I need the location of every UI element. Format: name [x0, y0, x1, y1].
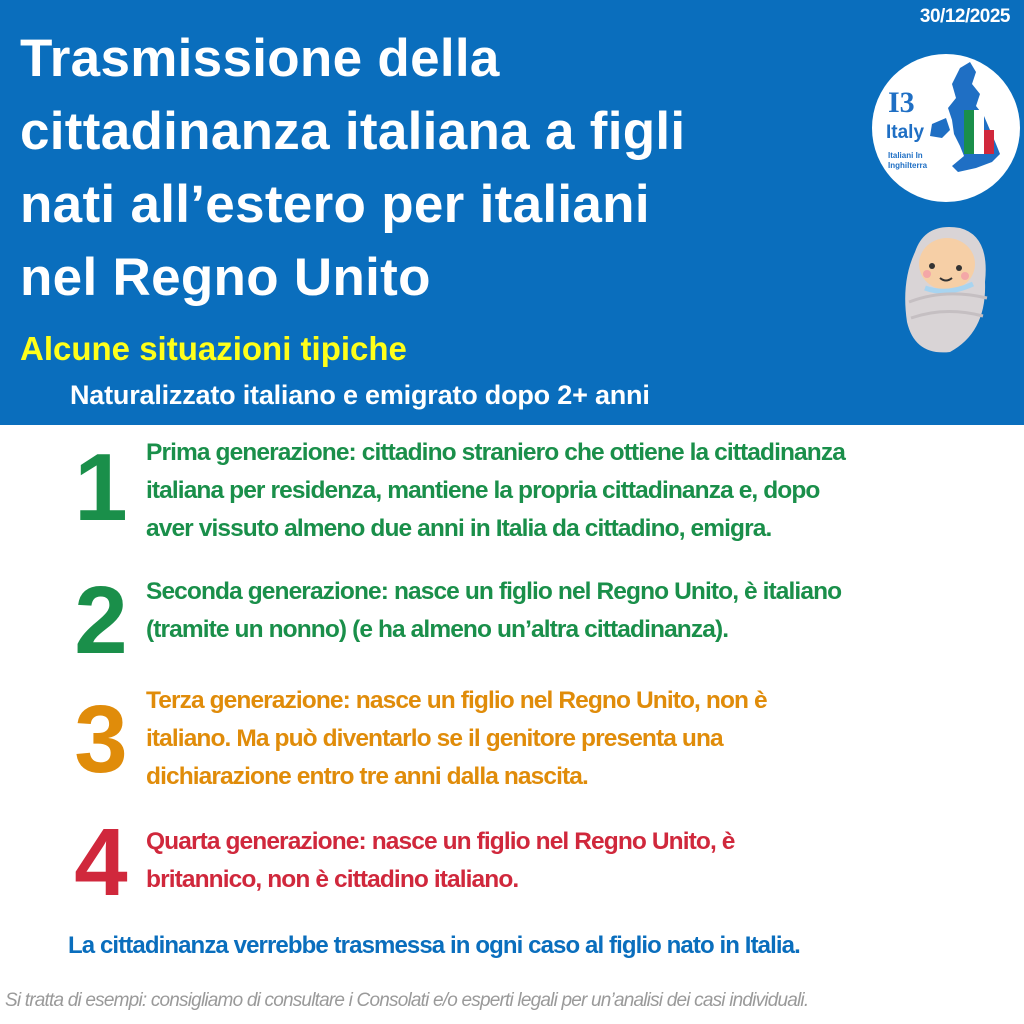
- text-line: italiana per residenza, mantiene la prop…: [146, 477, 820, 504]
- text-line: (tramite un nonno) (e ha almeno un’altra…: [146, 616, 729, 643]
- item-text: Seconda generazione: nasce un figlio nel…: [146, 573, 842, 649]
- title-line: cittadinanza italiana a figli: [20, 102, 686, 161]
- title-line: Trasmissione della: [20, 29, 500, 88]
- page-title: Trasmissione della cittadinanza italiana…: [20, 22, 685, 314]
- title-line: nati all’estero per italiani: [20, 175, 650, 234]
- text-line: Terza generazione: nasce un figlio nel R…: [146, 687, 768, 714]
- item-number: 1: [74, 434, 128, 541]
- svg-text:Italiani In: Italiani In: [888, 151, 923, 160]
- text-line: aver vissuto almeno due anni in Italia d…: [146, 515, 772, 542]
- item-text: Prima generazione: cittadino straniero c…: [146, 434, 846, 548]
- text-line: Quarta generazione: nasce un figlio nel …: [146, 828, 735, 855]
- text-line: dichiarazione entro tre anni dalla nasci…: [146, 763, 589, 790]
- date: 30/12/2025: [919, 6, 1011, 27]
- text-line: Seconda generazione: nasce un figlio nel…: [146, 578, 842, 605]
- title-line: nel Regno Unito: [20, 248, 431, 307]
- svg-text:Italy: Italy: [886, 122, 924, 143]
- item-number: 2: [74, 567, 128, 674]
- summary-note: La cittadinanza verrebbe trasmessa in og…: [68, 932, 801, 959]
- item-text: Quarta generazione: nasce un figlio nel …: [146, 823, 735, 899]
- scenario-label: Naturalizzato italiano e emigrato dopo 2…: [70, 380, 650, 410]
- swaddled-baby-icon: [905, 227, 988, 353]
- disclaimer: Si tratta di esempi: consigliamo di cons…: [5, 990, 809, 1011]
- text-line: britannico, non è cittadino italiano.: [146, 866, 519, 893]
- svg-text:I3: I3: [888, 86, 915, 119]
- header-banner: 30/12/2025 Trasmissione della cittadinan…: [0, 0, 1024, 425]
- item-number: 3: [74, 686, 128, 793]
- item-text: Terza generazione: nasce un figlio nel R…: [146, 682, 768, 796]
- subtitle: Alcune situazioni tipiche: [20, 330, 407, 367]
- svg-text:Inghilterra: Inghilterra: [888, 161, 928, 170]
- text-line: Prima generazione: cittadino straniero c…: [146, 439, 846, 466]
- item-number: 4: [74, 809, 128, 916]
- uk-map-icon: I3 Italy Italiani In Inghilterra: [886, 62, 1000, 172]
- logo: I3 Italy Italiani In Inghilterra: [872, 54, 1020, 202]
- text-line: italiano. Ma può diventarlo se il genito…: [146, 725, 724, 752]
